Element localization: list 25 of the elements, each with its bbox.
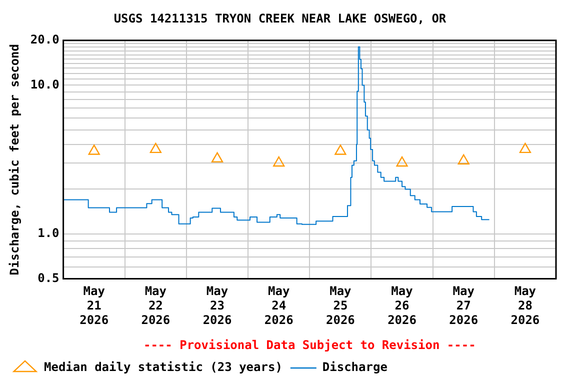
- y-axis-title: Discharge, cubic feet per second: [7, 44, 22, 276]
- x-tick-label: May 28 2026: [510, 284, 540, 327]
- x-tick-label: May 22 2026: [141, 284, 170, 327]
- x-tick-label: May 25 2026: [326, 284, 355, 327]
- legend-label: Median daily statistic (23 years): [44, 360, 282, 374]
- x-tick-label: May 24 2026: [264, 284, 294, 327]
- x-tick-label: May 26 2026: [388, 284, 416, 327]
- point: [519, 142, 532, 154]
- point: [273, 156, 285, 167]
- y-tick-label: 1.0: [38, 226, 60, 240]
- y-tick-label: 20.0: [30, 32, 60, 47]
- point: [334, 144, 346, 155]
- text: ---- Provisional Data Subject to Revision ----: [143, 338, 476, 352]
- point: [211, 152, 224, 162]
- y-tick-label: 0.5: [38, 270, 60, 285]
- legend-label: Discharge: [322, 360, 388, 374]
- y-tick-label: 10.0: [30, 77, 60, 92]
- point: [150, 142, 162, 154]
- point: [88, 144, 100, 155]
- chart-title: USGS 14211315 TRYON CREEK NEAR LAKE OSWEGO, OR: [114, 11, 447, 26]
- x-tick-label: May 27 2026: [449, 284, 478, 327]
- point: [458, 154, 470, 164]
- x-tick-label: May 23 2026: [202, 284, 232, 327]
- point: [396, 156, 408, 167]
- x-tick-label: May 21 2026: [80, 284, 109, 327]
